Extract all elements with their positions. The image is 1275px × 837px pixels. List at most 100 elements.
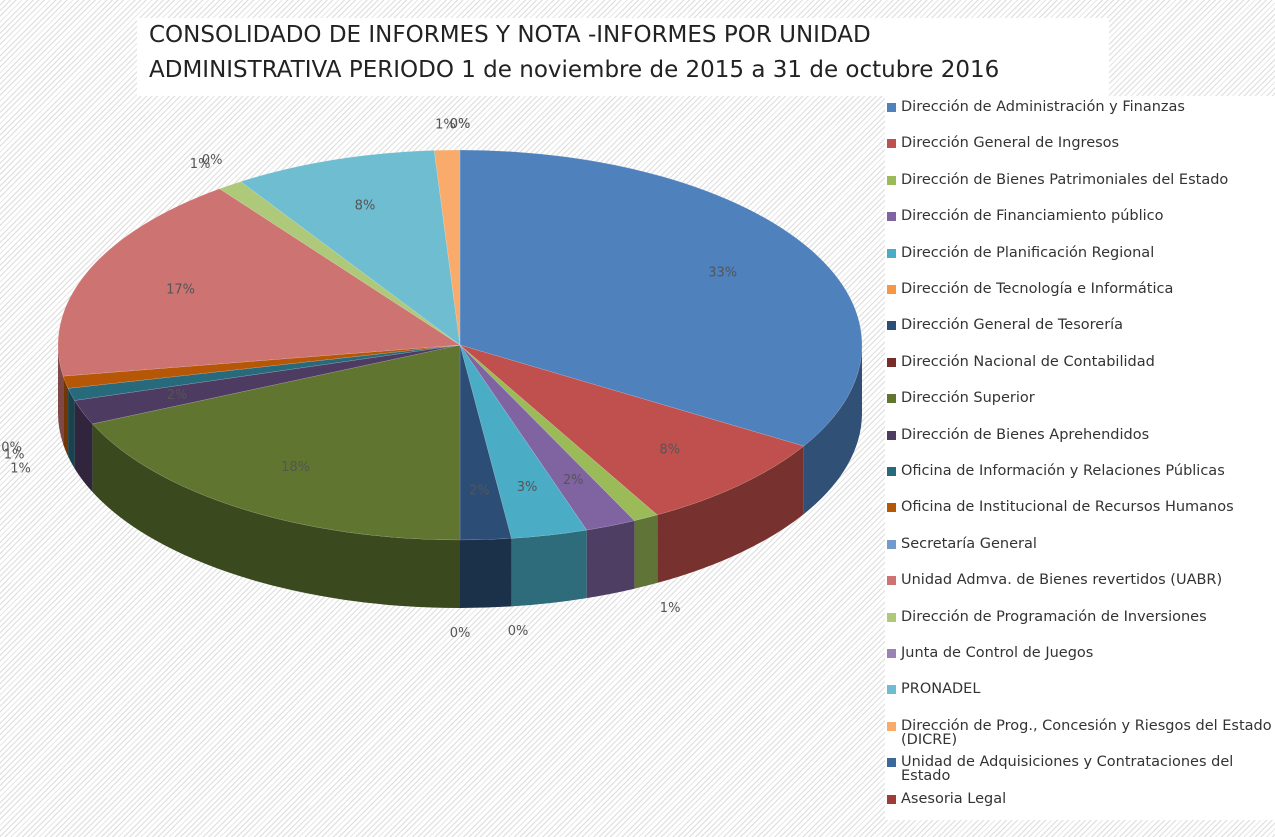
slice bbox=[433, 149, 461, 346]
legend-label: PRONADEL bbox=[901, 681, 981, 698]
data-label: 2% bbox=[167, 388, 188, 403]
legend-swatch bbox=[887, 175, 896, 185]
slice-side bbox=[68, 388, 75, 469]
legend-item: Dirección de Planificación Regional bbox=[887, 244, 1275, 261]
data-label: 17% bbox=[166, 283, 195, 298]
legend-item: Dirección de Administración y Finanzas bbox=[887, 100, 1275, 114]
legend-label: Dirección de Programación de Inversiones bbox=[901, 608, 1207, 625]
legend-label: Unidad de Adquisiciones y Contrataciones… bbox=[901, 754, 1234, 785]
chart-title: CONSOLIDADO DE INFORMES Y NOTA -INFORMES… bbox=[137, 18, 1109, 96]
data-label: 18% bbox=[281, 460, 310, 475]
data-label: 8% bbox=[355, 199, 376, 214]
legend-swatch bbox=[887, 467, 896, 476]
legend-swatch bbox=[887, 685, 896, 695]
legend-swatch bbox=[887, 649, 896, 658]
legend-swatch bbox=[887, 612, 896, 622]
legend-swatch bbox=[887, 321, 896, 331]
slice-side bbox=[634, 514, 658, 589]
legend-swatch bbox=[887, 103, 896, 112]
legend-label: Dirección de Bienes Patrimoniales del Es… bbox=[901, 171, 1229, 188]
legend-swatch bbox=[887, 212, 896, 222]
slice-side bbox=[586, 520, 635, 599]
slice bbox=[219, 181, 461, 346]
slice-side bbox=[657, 446, 804, 583]
data-label: 1% bbox=[4, 448, 25, 463]
data-label: 0% bbox=[450, 117, 471, 132]
legend-item: Oficina de Institucional de Recursos Hum… bbox=[887, 499, 1275, 516]
legend-swatch bbox=[887, 758, 896, 768]
legend-label: Oficina de Institucional de Recursos Hum… bbox=[901, 499, 1234, 516]
legend-label: Dirección de Planificación Regional bbox=[901, 244, 1155, 261]
legend: Dirección de Administración y Finanzas Di… bbox=[885, 96, 1275, 820]
legend-label: Junta de Control de Juegos bbox=[901, 645, 1094, 661]
data-label: 0% bbox=[202, 153, 223, 168]
slice bbox=[459, 344, 805, 516]
legend-item: Dirección de Programación de Inversiones bbox=[887, 608, 1275, 625]
legend-item: Dirección de Bienes Patrimoniales del Es… bbox=[887, 173, 1275, 187]
legend-swatch bbox=[887, 576, 896, 586]
data-label: 33% bbox=[708, 266, 737, 281]
legend-label: Dirección General de Tesorería bbox=[901, 317, 1124, 334]
slice-side bbox=[803, 345, 862, 515]
data-label: 3% bbox=[517, 480, 538, 495]
slice-side bbox=[58, 345, 64, 445]
slice bbox=[459, 344, 658, 521]
legend-swatch bbox=[887, 503, 896, 513]
data-label: 0% bbox=[450, 626, 471, 641]
legend-swatch bbox=[887, 394, 896, 404]
data-label: 0% bbox=[508, 624, 529, 639]
legend-item: Dirección Nacional de Contabilidad bbox=[887, 355, 1275, 369]
legend-item: Unidad Admva. de Bienes revertidos (UABR… bbox=[887, 573, 1275, 587]
legend-swatch bbox=[887, 721, 896, 731]
legend-swatch bbox=[887, 139, 896, 149]
slice-side bbox=[460, 538, 512, 608]
slice-side bbox=[63, 376, 69, 457]
legend-item: Asesoria Legal bbox=[887, 790, 1275, 807]
data-label: 2% bbox=[469, 483, 490, 498]
legend-swatch bbox=[887, 430, 896, 440]
data-label: 0% bbox=[1, 441, 22, 456]
legend-item: PRONADEL bbox=[887, 681, 1275, 698]
legend-label: Dirección de Administración y Finanzas bbox=[901, 99, 1185, 115]
data-label: 1% bbox=[190, 157, 211, 172]
legend-label: Dirección de Prog., Concesión y Riesgos … bbox=[901, 717, 1272, 748]
legend-label: Asesoria Legal bbox=[901, 790, 1007, 807]
legend-item: Secretaría General bbox=[887, 537, 1275, 551]
slice bbox=[240, 150, 461, 346]
slice bbox=[67, 344, 461, 401]
slice-side bbox=[74, 400, 93, 492]
legend-label: Dirección de Financiamiento público bbox=[901, 208, 1164, 225]
legend-label: Secretaría General bbox=[901, 535, 1037, 552]
slice bbox=[459, 344, 635, 531]
legend-swatch bbox=[887, 794, 896, 804]
legend-item: Dirección General de Ingresos bbox=[887, 135, 1275, 152]
data-label: 1% bbox=[435, 117, 456, 132]
data-label: 0% bbox=[450, 117, 471, 132]
legend-label: Dirección Superior bbox=[901, 390, 1035, 407]
legend-item: Junta de Control de Juegos bbox=[887, 646, 1275, 660]
legend-item: Oficina de Información y Relaciones Públ… bbox=[887, 464, 1275, 478]
legend-swatch bbox=[887, 539, 896, 549]
legend-item: Unidad de Adquisiciones y Contrataciones… bbox=[887, 755, 1275, 783]
legend-label: Dirección General de Ingresos bbox=[901, 135, 1120, 152]
chart: 33%8%1%2%3%0%2%0%18%2%1%1%0%17%1%0%8%1%0… bbox=[1, 117, 863, 641]
data-label: 1% bbox=[10, 461, 31, 476]
slice bbox=[57, 188, 461, 377]
slice bbox=[74, 344, 461, 425]
legend-label: Dirección Nacional de Contabilidad bbox=[901, 353, 1155, 370]
legend-swatch bbox=[887, 285, 896, 294]
legend-item: Dirección General de Tesorería bbox=[887, 317, 1275, 334]
slice-side bbox=[92, 423, 460, 608]
data-label: 8% bbox=[659, 443, 680, 458]
slice-side bbox=[511, 530, 587, 607]
data-label: 2% bbox=[563, 473, 584, 488]
slice bbox=[459, 149, 863, 447]
legend-label: Dirección de Bienes Aprehendidos bbox=[901, 426, 1150, 443]
slice bbox=[459, 344, 588, 539]
legend-swatch bbox=[887, 357, 896, 367]
legend-item: Dirección de Financiamiento público bbox=[887, 209, 1275, 223]
legend-item: Dirección Superior bbox=[887, 391, 1275, 405]
legend-item: Dirección de Prog., Concesión y Riesgos … bbox=[887, 719, 1275, 747]
data-label: 1% bbox=[660, 601, 681, 616]
legend-item: Dirección de Tecnología e Informática bbox=[887, 282, 1275, 296]
